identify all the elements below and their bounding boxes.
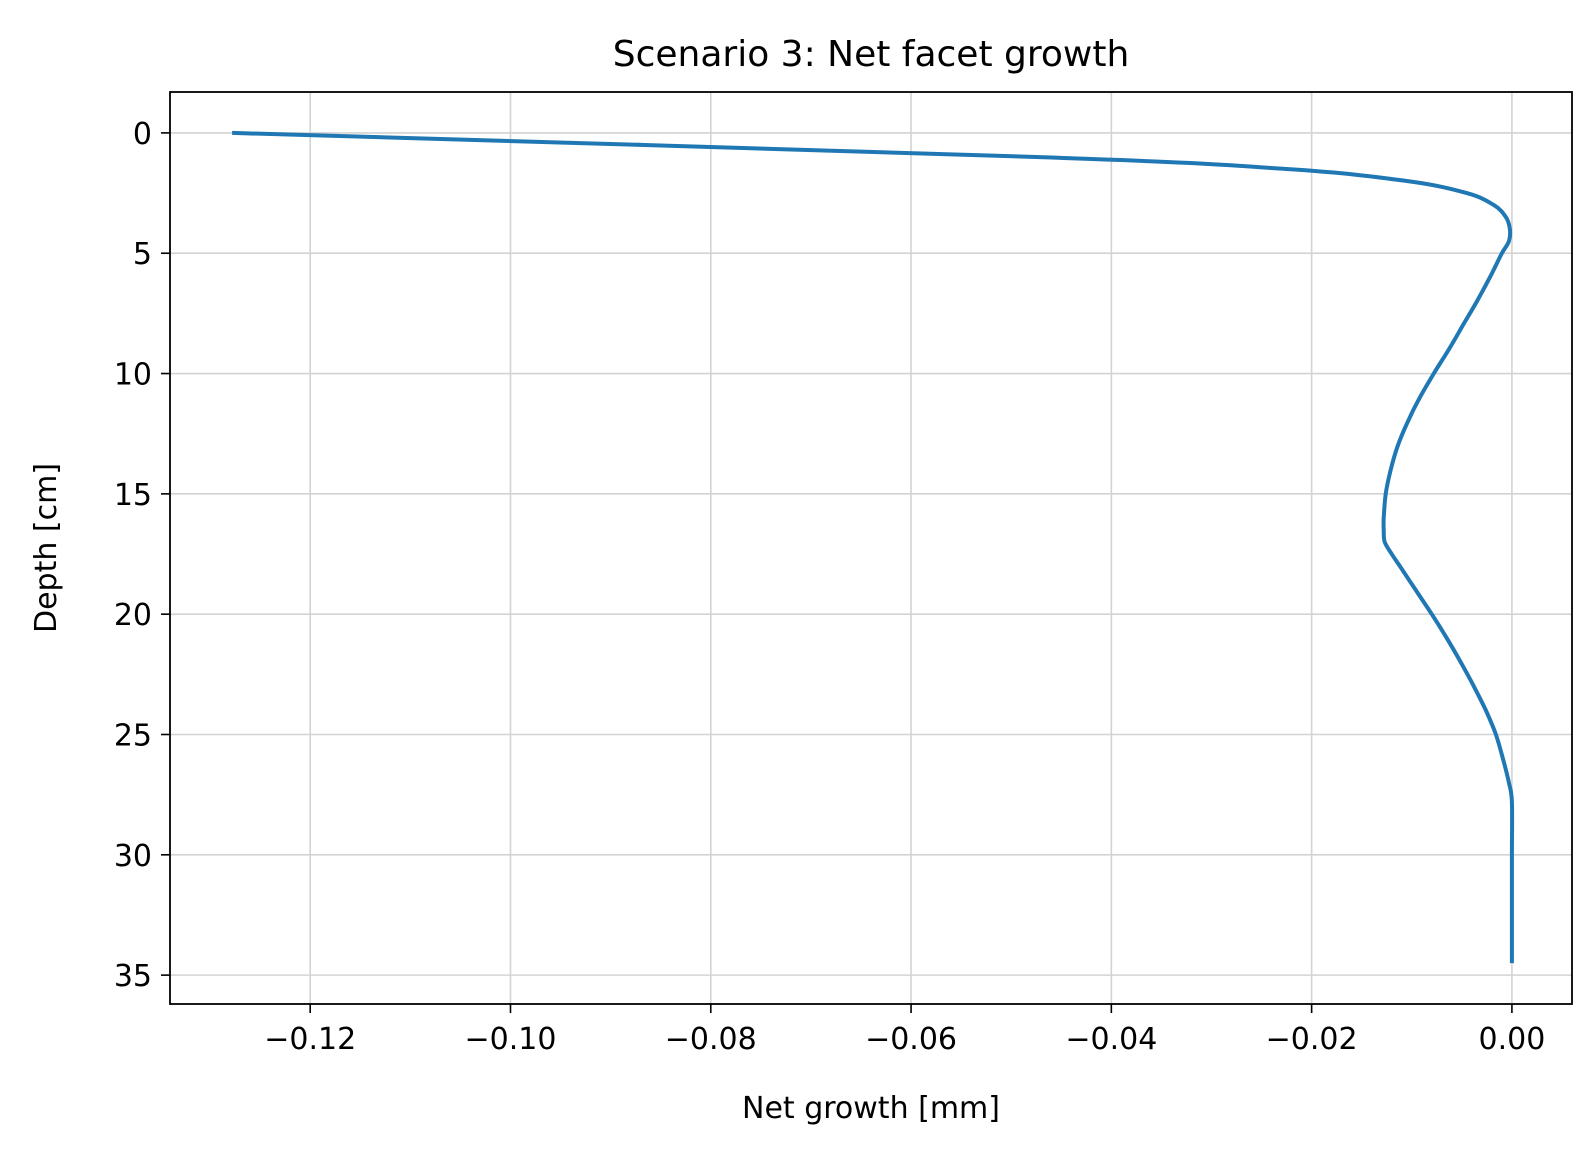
- chart-title: Scenario 3: Net facet growth: [613, 34, 1130, 75]
- y-axis: 0 5 10 15 20 25 30 35: [114, 117, 170, 994]
- y-axis-label: Depth [cm]: [29, 463, 64, 633]
- y-tick-label: 35: [114, 959, 152, 994]
- x-tick-label: −0.12: [264, 1022, 356, 1057]
- series-layer: [232, 130, 1515, 964]
- series-line-0: [232, 130, 1515, 964]
- y-tick-label: 30: [114, 839, 152, 874]
- x-tick-label: −0.06: [865, 1022, 957, 1057]
- x-tick-label: −0.02: [1266, 1022, 1358, 1057]
- x-axis-label: Net growth [mm]: [742, 1091, 1000, 1126]
- grid: [170, 92, 1572, 1004]
- x-tick-label: 0.00: [1479, 1022, 1546, 1057]
- x-tick-label: −0.10: [465, 1022, 557, 1057]
- y-tick-label: 5: [133, 237, 152, 272]
- y-tick-label: 25: [114, 718, 152, 753]
- y-tick-label: 0: [133, 117, 152, 152]
- y-tick-label: 20: [114, 598, 152, 633]
- x-tick-label: −0.04: [1065, 1022, 1157, 1057]
- x-axis: −0.12 −0.10 −0.08 −0.06 −0.04 −0.02 0.00: [264, 1004, 1545, 1057]
- plot-frame: [169, 91, 1573, 1005]
- y-tick-label: 10: [114, 358, 152, 393]
- y-tick-label: 15: [114, 478, 152, 513]
- x-tick-label: −0.08: [665, 1022, 757, 1057]
